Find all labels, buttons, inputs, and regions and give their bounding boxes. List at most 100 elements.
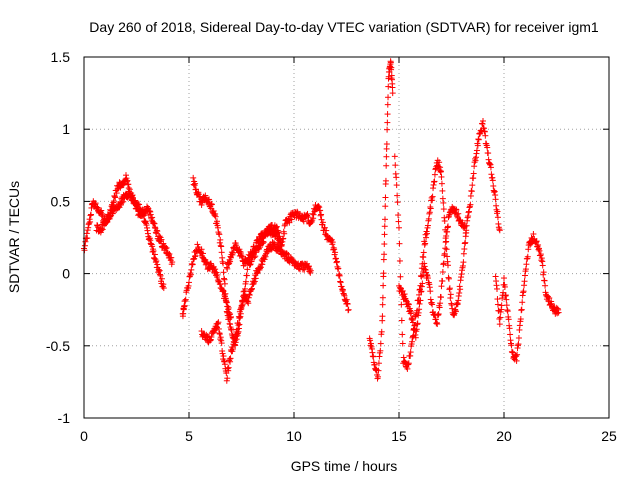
data-point [381,223,388,230]
data-point [425,215,432,222]
data-point [345,306,352,313]
data-point [375,367,382,374]
data-point [379,294,386,301]
data-point [484,144,491,151]
data-point [467,201,474,208]
data-point [524,253,531,260]
data-point [426,209,433,216]
data-point [394,199,401,206]
data-point [380,270,387,277]
data-point [382,203,389,210]
data-point [335,265,342,272]
data-point [251,254,258,261]
data-point [507,331,514,338]
data-point [238,303,245,310]
data-point [204,259,211,266]
data-point [255,240,262,247]
data-point [198,246,205,253]
data-point [489,177,496,184]
data-point [380,282,387,289]
data-point [541,277,548,284]
data-point [441,250,448,257]
data-point [329,239,336,246]
data-point [223,298,230,305]
data-point [245,300,252,307]
data-point [503,296,510,303]
data-point [236,315,243,322]
data-point [269,226,276,233]
data-point [192,180,199,187]
data-point [431,178,438,185]
data-point [420,249,427,256]
data-point [389,90,396,97]
data-point [438,294,444,301]
data-point [435,311,442,318]
data-point [498,302,505,309]
data-point [436,159,443,166]
data-point [474,142,481,149]
data-point [331,246,338,253]
data-point [384,111,391,118]
data-point [224,375,231,382]
data-point [234,326,241,333]
data-point [515,334,522,341]
data-point [281,230,288,237]
data-point [445,262,451,269]
data-point [398,301,405,308]
data-point [163,244,170,251]
data-point [188,266,195,273]
data-point [395,218,402,225]
data-point [284,250,290,257]
data-point [84,235,91,242]
data-point [317,207,324,214]
data-point [399,340,406,347]
data-point [382,194,389,201]
data-point [417,297,424,304]
data-point [468,188,475,195]
data-point [461,246,468,253]
data-point [380,256,387,263]
data-point [542,282,549,289]
data-point [153,257,160,264]
data-point [530,231,537,238]
data-point [492,196,499,203]
data-point [377,347,384,354]
data-point [517,316,524,323]
data-point [515,341,522,348]
data-point [158,236,165,243]
data-point [396,240,403,247]
data-point [438,180,445,187]
data-point [382,177,389,184]
data-point [333,258,340,265]
data-point [519,299,526,306]
data-point [494,208,501,215]
data-point [438,173,445,180]
data-point [447,291,454,298]
data-point [496,227,503,234]
data-point [217,236,224,243]
data-point [460,259,467,266]
data-point [113,190,120,197]
data-point [399,331,406,338]
data-point [452,308,459,315]
data-point [521,278,528,285]
data-point [467,192,474,199]
data-point [323,227,330,234]
data-point [235,322,242,329]
data-point [305,214,312,221]
data-point [539,262,546,269]
data-point [440,260,447,267]
data-point [438,283,445,290]
data-point [418,273,425,280]
data-point [496,315,503,322]
data-point [518,306,525,313]
data-point [396,224,402,231]
data-point [456,289,463,296]
data-point [501,283,508,290]
data-point [407,349,414,356]
data-point [445,223,451,230]
data-point [87,218,94,225]
data-point [381,231,388,238]
data-point [186,279,192,286]
data-point [434,321,441,328]
